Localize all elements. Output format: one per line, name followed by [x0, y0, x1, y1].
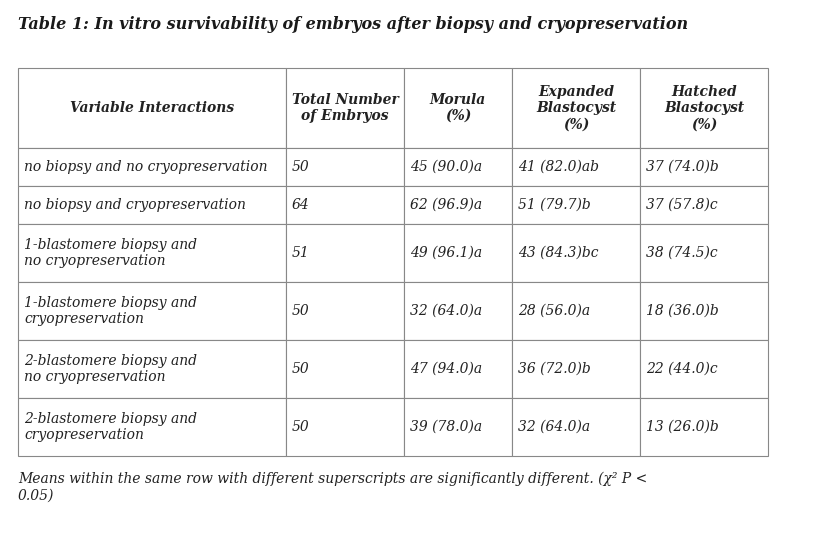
Text: 64: 64	[292, 198, 310, 212]
Text: Variable Interactions: Variable Interactions	[70, 101, 234, 115]
Bar	[404, 148, 512, 186]
Bar	[18, 68, 286, 148]
Text: 49 (96.1)a: 49 (96.1)a	[410, 246, 482, 260]
Bar	[512, 398, 640, 456]
Text: no biopsy and no cryopreservation: no biopsy and no cryopreservation	[24, 160, 268, 174]
Bar	[18, 186, 286, 224]
Text: Morula
(%): Morula (%)	[430, 93, 486, 123]
Text: 51: 51	[292, 246, 310, 260]
Text: 62 (96.9)a: 62 (96.9)a	[410, 198, 482, 212]
Text: 22 (44.0)c: 22 (44.0)c	[646, 362, 717, 376]
Bar	[512, 340, 640, 398]
Bar	[286, 340, 404, 398]
Text: 50: 50	[292, 362, 310, 376]
Bar	[512, 68, 640, 148]
Bar	[512, 148, 640, 186]
Text: 2-blastomere biopsy and
cryopreservation: 2-blastomere biopsy and cryopreservation	[24, 412, 197, 442]
Bar	[512, 224, 640, 282]
Text: 18 (36.0)b: 18 (36.0)b	[646, 304, 719, 318]
Bar	[286, 148, 404, 186]
Text: 36 (72.0)b: 36 (72.0)b	[518, 362, 591, 376]
Bar	[286, 186, 404, 224]
Text: Total Number
of Embryos: Total Number of Embryos	[291, 93, 398, 123]
Text: 37 (74.0)b: 37 (74.0)b	[646, 160, 719, 174]
Text: 32 (64.0)a: 32 (64.0)a	[518, 420, 590, 434]
Text: Expanded
Blastocyst
(%): Expanded Blastocyst (%)	[536, 85, 616, 131]
Bar	[640, 340, 768, 398]
Text: 51 (79.7)b: 51 (79.7)b	[518, 198, 591, 212]
Bar	[18, 398, 286, 456]
Bar	[286, 398, 404, 456]
Text: 1-blastomere biopsy and
no cryopreservation: 1-blastomere biopsy and no cryopreservat…	[24, 238, 197, 268]
Text: 32 (64.0)a: 32 (64.0)a	[410, 304, 482, 318]
Bar	[18, 282, 286, 340]
Bar	[286, 68, 404, 148]
Text: 38 (74.5)c: 38 (74.5)c	[646, 246, 717, 260]
Bar	[404, 398, 512, 456]
Text: 50: 50	[292, 420, 310, 434]
Text: 28 (56.0)a: 28 (56.0)a	[518, 304, 590, 318]
Bar	[640, 68, 768, 148]
Bar	[286, 224, 404, 282]
Text: 37 (57.8)c: 37 (57.8)c	[646, 198, 717, 212]
Bar	[18, 224, 286, 282]
Text: Table 1: In vitro survivability of embryos after biopsy and cryopreservation: Table 1: In vitro survivability of embry…	[18, 16, 688, 33]
Bar	[640, 148, 768, 186]
Bar	[286, 282, 404, 340]
Text: 1-blastomere biopsy and
cryopreservation: 1-blastomere biopsy and cryopreservation	[24, 296, 197, 326]
Text: 13 (26.0)b: 13 (26.0)b	[646, 420, 719, 434]
Bar	[404, 282, 512, 340]
Bar	[404, 68, 512, 148]
Text: 50: 50	[292, 304, 310, 318]
Bar	[640, 398, 768, 456]
Text: Hatched
Blastocyst
(%): Hatched Blastocyst (%)	[664, 85, 744, 131]
Bar	[512, 282, 640, 340]
Text: 41 (82.0)ab: 41 (82.0)ab	[518, 160, 599, 174]
Text: 43 (84.3)bc: 43 (84.3)bc	[518, 246, 598, 260]
Bar	[640, 186, 768, 224]
Text: Means within the same row with different superscripts are significantly differen: Means within the same row with different…	[18, 472, 647, 503]
Text: 45 (90.0)a: 45 (90.0)a	[410, 160, 482, 174]
Text: 2-blastomere biopsy and
no cryopreservation: 2-blastomere biopsy and no cryopreservat…	[24, 354, 197, 384]
Bar	[512, 186, 640, 224]
Bar	[640, 224, 768, 282]
Bar	[404, 186, 512, 224]
Bar	[18, 340, 286, 398]
Text: no biopsy and cryopreservation: no biopsy and cryopreservation	[24, 198, 246, 212]
Bar	[18, 148, 286, 186]
Text: 39 (78.0)a: 39 (78.0)a	[410, 420, 482, 434]
Bar	[404, 224, 512, 282]
Bar	[640, 282, 768, 340]
Bar	[404, 340, 512, 398]
Text: 50: 50	[292, 160, 310, 174]
Text: 47 (94.0)a: 47 (94.0)a	[410, 362, 482, 376]
